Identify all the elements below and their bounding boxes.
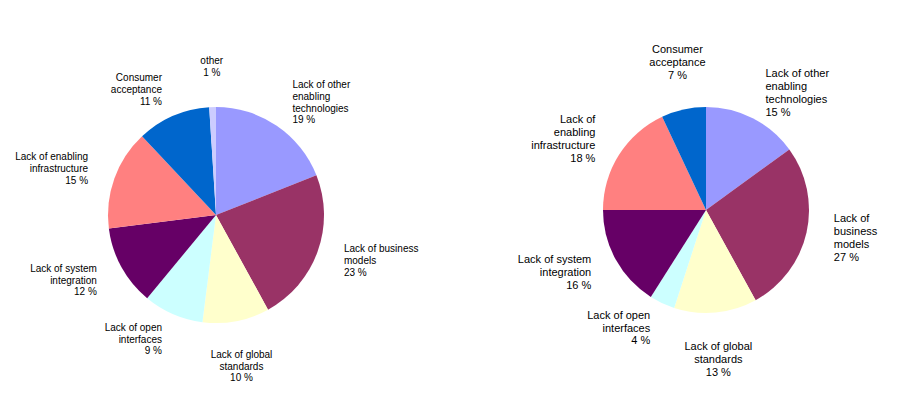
labels: Lack of otherenablingtechnologies19 %Lac… bbox=[15, 55, 418, 384]
slice-label: Lack of businessmodels bbox=[344, 243, 419, 266]
slice-label: Lack ofbusinessmodels bbox=[834, 212, 878, 250]
slice-label-line: acceptance bbox=[649, 56, 705, 68]
slice-label: Consumeracceptance bbox=[111, 72, 163, 95]
slice-label-line: Lack of bbox=[834, 212, 870, 224]
slice-label-line: Consumer bbox=[652, 43, 703, 55]
slice-label-line: business bbox=[834, 225, 878, 237]
slice-label: Lack of openinterfaces bbox=[105, 321, 162, 344]
slice-label-line: Lack of open bbox=[587, 308, 650, 320]
slice-label-line: Lack of enabling bbox=[15, 151, 88, 162]
slice-label-line: Consumer bbox=[116, 72, 163, 83]
data-label: 13 % bbox=[706, 366, 731, 378]
pie-chart: Lack of otherenablingtechnologies19 %Lac… bbox=[15, 55, 418, 384]
slice-label-line: integration bbox=[50, 274, 97, 285]
data-label: 15 % bbox=[65, 175, 88, 186]
slice-label-line: models bbox=[344, 255, 376, 266]
pie-slice bbox=[142, 107, 216, 215]
slice-label: Lack of openinterfaces bbox=[587, 308, 650, 333]
slice-label-line: infrastructure bbox=[30, 163, 89, 174]
slice-label: Lack ofenablinginfrastructure bbox=[531, 113, 596, 151]
slice-label-line: enabling bbox=[554, 126, 596, 138]
slice-label-line: acceptance bbox=[111, 84, 163, 95]
data-label: 12 % bbox=[74, 286, 97, 297]
data-label: 23 % bbox=[344, 267, 367, 278]
slices bbox=[108, 107, 324, 323]
pie-slice bbox=[109, 215, 216, 298]
slice-label: Lack of enablinginfrastructure bbox=[15, 151, 88, 174]
slice-label: Consumeracceptance bbox=[649, 43, 705, 68]
slice-label-line: technologies bbox=[292, 102, 348, 113]
slice-label-line: Lack of other bbox=[765, 67, 829, 79]
data-label: 9 % bbox=[145, 345, 162, 356]
slice-label: Lack of systemintegration bbox=[30, 262, 97, 285]
slice-label: Lack of otherenablingtechnologies bbox=[292, 78, 350, 113]
slice-label-line: Lack of system bbox=[30, 262, 97, 273]
slice-label-line: Lack of bbox=[560, 113, 596, 125]
slice-label: other bbox=[200, 55, 223, 66]
data-label: 4 % bbox=[631, 334, 650, 346]
data-label: 1 % bbox=[203, 67, 220, 78]
slice-label-line: enabling bbox=[292, 90, 330, 101]
slice-label-line: standards bbox=[220, 360, 264, 371]
slice-label-line: Lack of business bbox=[344, 243, 419, 254]
data-label: 15 % bbox=[765, 106, 790, 118]
slice-label-line: Lack of other bbox=[292, 78, 350, 89]
chart-canvas: Lack of otherenablingtechnologies19 %Lac… bbox=[0, 0, 924, 410]
slice-label-line: interfaces bbox=[603, 321, 651, 333]
data-label: 10 % bbox=[230, 372, 253, 383]
data-label: 19 % bbox=[292, 114, 315, 125]
slice-label-line: standards bbox=[694, 353, 743, 365]
data-label: 16 % bbox=[566, 279, 591, 291]
data-label: 11 % bbox=[140, 96, 162, 107]
slice-label-line: models bbox=[834, 238, 870, 250]
slice-label-line: integration bbox=[540, 266, 591, 278]
pie-chart: Lack of otherenablingtechnologies15 %Lac… bbox=[518, 43, 878, 378]
labels: Lack of otherenablingtechnologies15 %Lac… bbox=[518, 43, 878, 378]
slice-label: Lack of systemintegration bbox=[518, 253, 591, 278]
data-label: 7 % bbox=[668, 69, 687, 81]
slice-label-line: Lack of open bbox=[105, 321, 162, 332]
slice-label-line: infrastructure bbox=[531, 139, 595, 151]
slice-label-line: Lack of global bbox=[684, 340, 752, 352]
slice-label-line: interfaces bbox=[119, 333, 162, 344]
pie-slice bbox=[209, 107, 216, 215]
slice-label-line: Lack of global bbox=[211, 348, 273, 359]
slice-label-line: enabling bbox=[765, 80, 807, 92]
slice-label-line: technologies bbox=[765, 93, 827, 105]
slice-label-line: Lack of system bbox=[518, 253, 591, 265]
pie-slice bbox=[603, 210, 706, 297]
data-label: 18 % bbox=[570, 152, 595, 164]
slice-label: Lack of globalstandards bbox=[684, 340, 752, 365]
slice-label: Lack of otherenablingtechnologies bbox=[765, 67, 829, 105]
slice-label-line: other bbox=[200, 55, 223, 66]
data-label: 27 % bbox=[834, 251, 859, 263]
slices bbox=[603, 107, 809, 313]
slice-label: Lack of globalstandards bbox=[211, 348, 273, 371]
pie-slice bbox=[662, 107, 706, 210]
